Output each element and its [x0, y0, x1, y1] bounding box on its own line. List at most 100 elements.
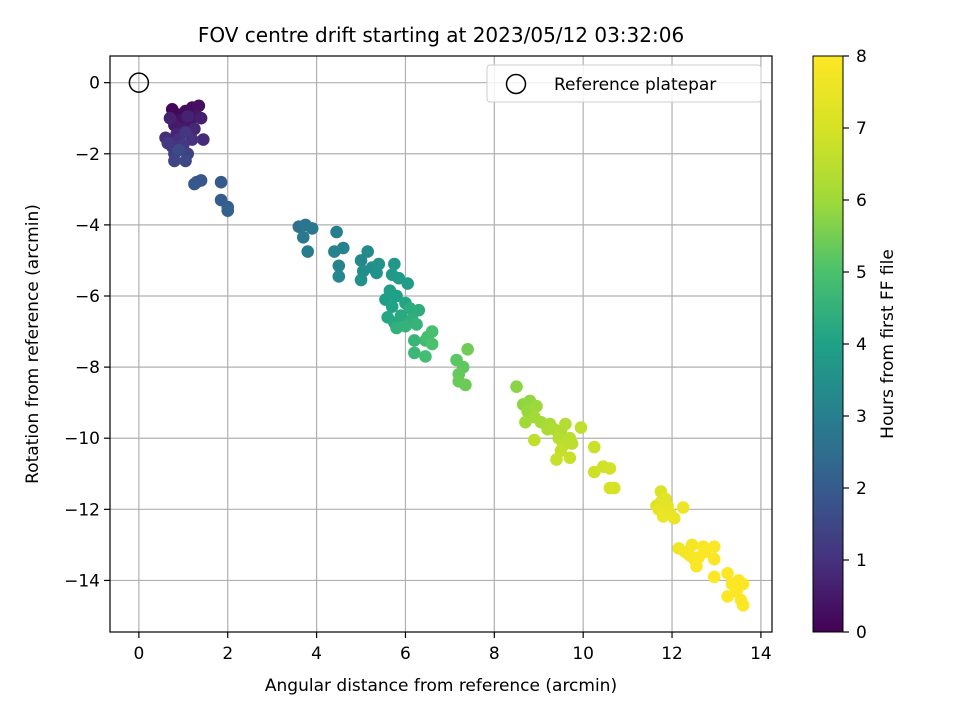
reference-platepar-marker: [128, 72, 150, 93]
legend-marker-open-circle: [505, 73, 527, 95]
data-point: [179, 126, 192, 139]
data-point: [179, 154, 192, 168]
data-point: [603, 462, 617, 475]
data-point: [563, 451, 577, 465]
data-point: [721, 567, 734, 580]
data-point: [607, 481, 621, 495]
data-point: [408, 346, 421, 360]
x-tick-label: 14: [750, 644, 772, 664]
data-point: [736, 599, 750, 612]
x-tick-label: 8: [489, 644, 500, 664]
data-point: [676, 501, 690, 514]
reference-point: [128, 72, 150, 93]
x-axis-label: Angular distance from reference (arcmin): [265, 676, 617, 696]
colorbar-tick-label: 7: [856, 119, 867, 139]
grid-lines: [110, 56, 772, 632]
data-point: [399, 319, 412, 333]
plot-area-frame: [109, 55, 773, 633]
data-point: [574, 421, 588, 434]
data-point: [412, 303, 426, 317]
colorbar-tick-label: 5: [856, 263, 867, 283]
y-tick-label: −8: [75, 358, 100, 378]
data-point: [354, 254, 368, 267]
x-axis-ticks: 0 2 4 6 8 10 12 14: [133, 632, 772, 664]
data-point: [385, 300, 399, 313]
data-point: [419, 350, 432, 363]
data-point: [172, 143, 186, 157]
colorbar-tick-label: 6: [856, 191, 867, 211]
colorbar-tick-label: 8: [856, 47, 867, 67]
data-point: [305, 222, 319, 235]
colorbar-gradient: [812, 55, 844, 633]
data-point: [510, 380, 523, 393]
data-point: [296, 231, 310, 244]
y-tick-label: −4: [75, 216, 100, 236]
colorbar-tick-label: 2: [856, 479, 867, 499]
data-point: [181, 110, 195, 123]
data-point: [707, 540, 721, 553]
data-point: [168, 154, 181, 168]
data-point: [425, 325, 439, 338]
y-tick-label: −10: [64, 429, 100, 449]
chart-title: FOV centre drift starting at 2023/05/12 …: [198, 23, 684, 47]
y-tick-label: −12: [64, 500, 100, 520]
x-tick-label: 12: [661, 644, 683, 664]
data-point: [401, 277, 414, 290]
x-tick-label: 4: [311, 644, 322, 664]
colorbar: 0 1 2 3 4 5 6 7 8 Hours from first FF file: [812, 47, 898, 643]
y-tick-label: −2: [75, 145, 100, 165]
x-tick-label: 6: [400, 644, 411, 664]
data-point: [354, 273, 368, 287]
data-point: [336, 241, 350, 255]
data-point: [425, 337, 439, 351]
x-tick-label: 10: [572, 644, 594, 664]
legend-box: [486, 64, 762, 103]
colorbar-tick-label: 0: [856, 623, 867, 643]
colorbar-tick-label: 3: [856, 407, 867, 427]
data-point: [194, 111, 208, 125]
data-point: [410, 318, 423, 331]
data-point: [332, 270, 346, 283]
data-point: [394, 309, 408, 322]
colorbar-ticks: 0 1 2 3 4 5 6 7 8: [843, 47, 867, 643]
data-point: [221, 204, 235, 217]
data-point: [707, 570, 721, 584]
data-point: [587, 440, 601, 454]
data-point: [528, 433, 541, 447]
legend: Reference platepar: [486, 64, 762, 103]
x-tick-label: 0: [133, 644, 144, 664]
data-point: [390, 289, 403, 303]
legend-label: Reference platepar: [554, 75, 716, 95]
data-point: [530, 399, 543, 413]
y-axis-label: Rotation from reference (arcmin): [23, 204, 43, 484]
y-axis-ticks: 0 −2 −4 −6 −8 −10 −12 −14: [64, 74, 110, 591]
data-point: [461, 343, 474, 356]
data-points: [159, 99, 750, 612]
data-point: [656, 510, 670, 523]
colorbar-tick-label: 1: [856, 551, 867, 571]
data-point: [459, 378, 472, 392]
y-tick-label: −6: [75, 287, 100, 307]
y-tick-label: −14: [64, 571, 100, 591]
data-point: [559, 417, 572, 431]
data-point: [736, 577, 750, 591]
data-point: [408, 334, 421, 347]
data-point: [301, 245, 315, 258]
data-point: [361, 245, 374, 258]
data-point: [565, 437, 579, 450]
data-point: [667, 511, 681, 525]
data-point: [550, 453, 563, 466]
data-point: [685, 538, 699, 552]
colorbar-label: Hours from first FF file: [878, 249, 898, 439]
data-point: [192, 99, 206, 113]
data-point: [161, 136, 175, 150]
data-point: [332, 259, 346, 273]
data-point: [188, 177, 201, 191]
y-tick-label: 0: [89, 74, 100, 94]
colorbar-tick-label: 4: [856, 335, 867, 355]
x-tick-label: 2: [222, 644, 233, 664]
data-point: [163, 111, 177, 125]
data-point: [707, 552, 721, 566]
data-point: [330, 225, 343, 239]
